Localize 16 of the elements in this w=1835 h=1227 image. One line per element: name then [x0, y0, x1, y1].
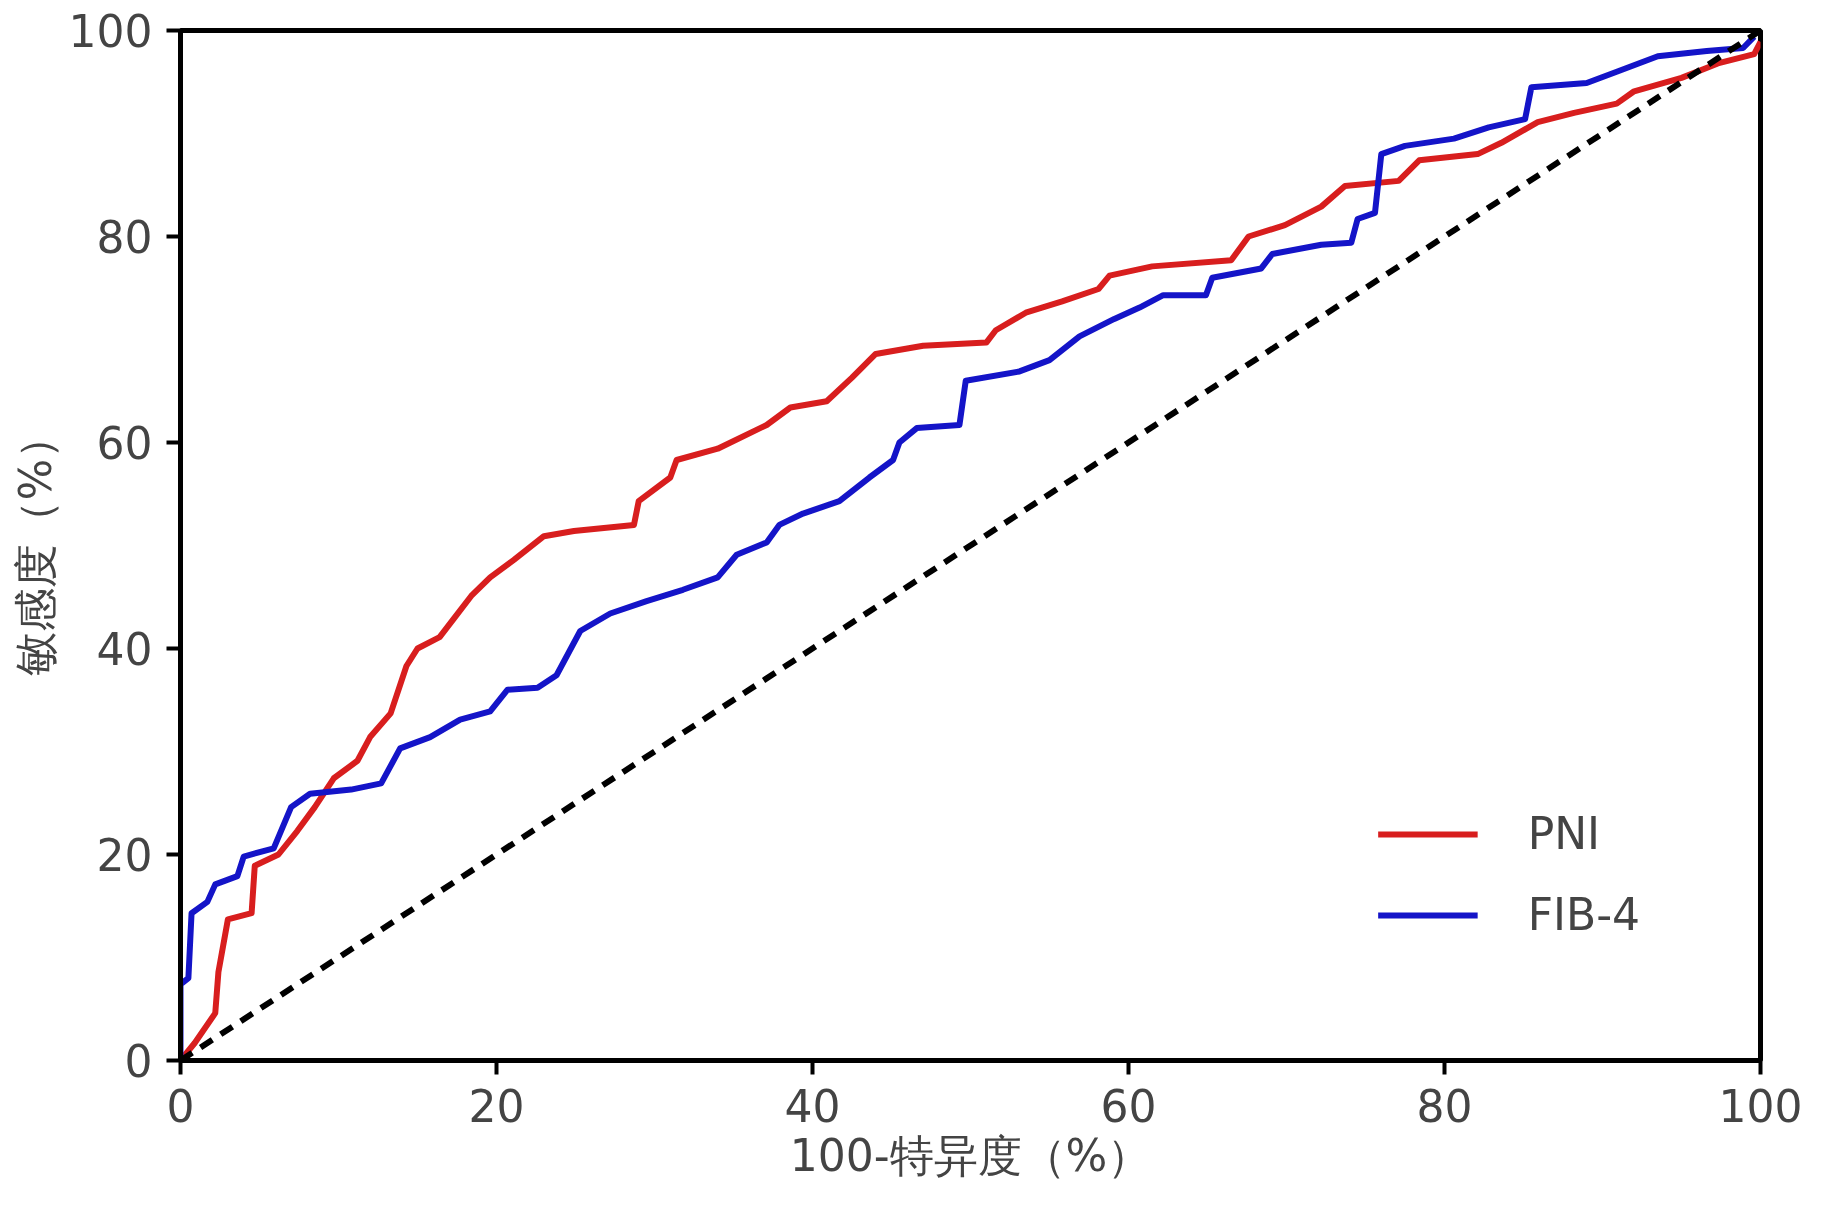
x-tick-label: 20 [468, 1080, 525, 1132]
legend-label: FIB-4 [1527, 889, 1640, 940]
x-tick-label: 60 [1100, 1080, 1157, 1132]
x-tick-label: 80 [1416, 1080, 1473, 1132]
x-axis-title: 100-特异度（%） [789, 1129, 1152, 1181]
x-tick-label: 100 [1718, 1080, 1803, 1132]
y-tick-label: 60 [96, 418, 153, 469]
y-tick-label: 80 [96, 212, 153, 263]
y-tick-label: 0 [124, 1036, 153, 1087]
y-tick-label: 40 [96, 624, 153, 675]
legend-label: PNI [1527, 808, 1601, 859]
y-tick-label: 100 [68, 6, 153, 57]
y-axis-title: 敏感度（%） [9, 414, 61, 677]
x-tick-label: 40 [784, 1080, 841, 1132]
x-tick-label: 0 [166, 1080, 195, 1132]
y-tick-label: 20 [96, 830, 153, 881]
